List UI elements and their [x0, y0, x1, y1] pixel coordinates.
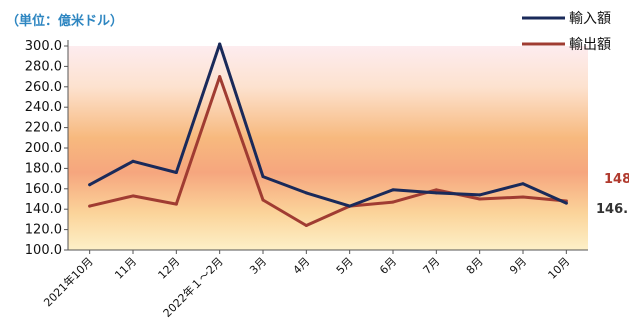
y-tick-label: 120.0 [25, 223, 62, 238]
y-axis: 300.0 280.0 260.0 240.0 220.0 200.0 180.0 160.0… [25, 39, 69, 258]
series-lines [88, 42, 568, 228]
x-tick-label: 7月 [421, 255, 443, 277]
x-tick-label: 11月 [112, 255, 139, 282]
x-tick-label: 12月 [156, 255, 183, 282]
data-point-import [131, 159, 135, 163]
y-tick-label: 180.0 [25, 161, 62, 176]
plot-background [68, 46, 588, 250]
series-line-import [88, 42, 568, 208]
data-point-import [521, 182, 525, 186]
y-tick-label: 240.0 [25, 100, 62, 115]
y-tick-label: 280.0 [25, 59, 62, 74]
x-tick-label: 2021年10月 [41, 254, 96, 309]
y-tick-label: 140.0 [25, 202, 62, 217]
data-point-import [174, 170, 178, 174]
x-tick-label: 8月 [464, 255, 486, 277]
x-tick-label: 4月 [291, 255, 313, 277]
data-point-export [478, 197, 482, 201]
data-point-export [218, 75, 222, 79]
data-point-export [391, 200, 395, 204]
end-label-import: 146. [596, 202, 628, 217]
data-point-export [521, 195, 525, 199]
legend-label-import: 輸入額 [569, 11, 611, 27]
data-point-import [304, 191, 308, 195]
x-tick-label: 3月 [247, 255, 269, 277]
data-point-import [391, 188, 395, 192]
series-line-export [88, 75, 568, 227]
data-point-export [261, 198, 265, 202]
x-tick-label: 10月 [546, 255, 573, 282]
y-tick-label: 160.0 [25, 182, 62, 197]
data-point-import [88, 183, 92, 187]
data-point-export [174, 202, 178, 206]
x-tick-label: 5月 [334, 255, 356, 277]
end-label-export: 148 [604, 172, 629, 187]
y-tick-label: 220.0 [25, 121, 62, 136]
legend-label-export: 輸出額 [569, 37, 611, 53]
data-point-export [88, 204, 92, 208]
data-point-import [434, 191, 438, 195]
y-tick-label: 260.0 [25, 80, 62, 95]
data-point-export [434, 188, 438, 192]
data-point-import [261, 175, 265, 179]
end-labels: 146. 148 [596, 172, 629, 217]
data-point-import [218, 42, 222, 46]
y-tick-label: 200.0 [25, 141, 62, 156]
x-tick-label: 6月 [377, 255, 399, 277]
y-tick-label: 100.0 [25, 243, 62, 258]
data-point-import [348, 204, 352, 208]
data-point-import [478, 193, 482, 197]
data-point-export [131, 194, 135, 198]
data-point-import [564, 201, 568, 205]
y-tick-label: 300.0 [25, 39, 62, 54]
unit-label: （単位：億米ドル） [6, 13, 123, 29]
data-point-export [304, 224, 308, 228]
x-tick-label: 9月 [507, 255, 529, 277]
legend: 輸入額 輸出額 [522, 11, 611, 53]
